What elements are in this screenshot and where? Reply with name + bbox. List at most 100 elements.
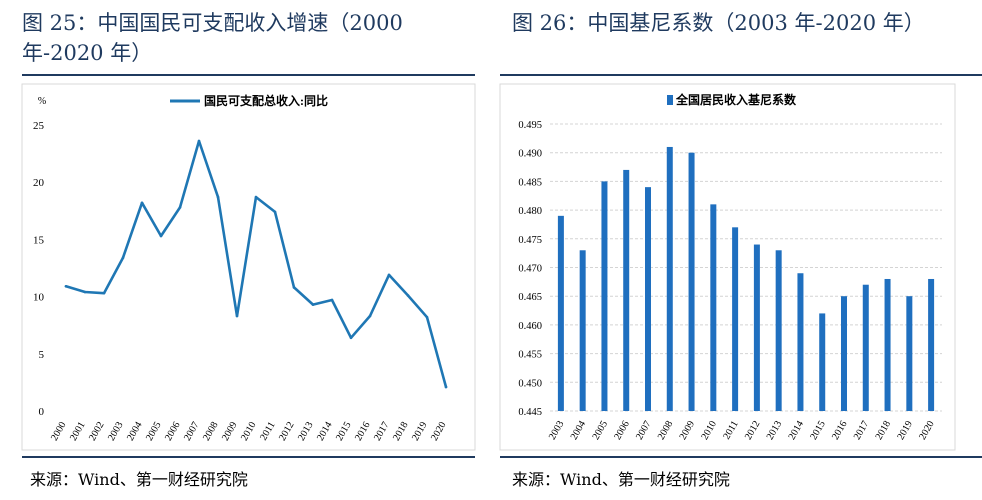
y-tick-label: 5 xyxy=(39,349,45,361)
data-point xyxy=(311,303,315,306)
chart-frame xyxy=(21,83,476,451)
data-point xyxy=(83,290,87,294)
x-tick-label: 2016 xyxy=(830,419,850,442)
data-point xyxy=(121,256,125,260)
bar xyxy=(753,244,760,411)
x-tick-label: 2009 xyxy=(220,420,240,443)
left-panel: 图 25：中国国民可支配收入增速（2000 年-2020 年） % 0 5 10 15 2… xyxy=(0,0,476,500)
data-point xyxy=(102,291,106,295)
y-tick-label: 15 xyxy=(33,234,45,246)
figure-25-title: 图 25：中国国民可支配收入增速（2000 年-2020 年） xyxy=(22,11,403,65)
x-tick-label: 2005 xyxy=(144,420,164,443)
bar xyxy=(928,278,935,411)
y-tick-label: 0.475 xyxy=(518,235,542,246)
x-tick-label: 2018 xyxy=(874,419,894,442)
data-point xyxy=(349,336,353,340)
x-tick-label: 2020 xyxy=(429,420,449,443)
bar xyxy=(710,204,717,411)
y-tick-label: 0.470 xyxy=(518,264,542,275)
bar xyxy=(884,278,891,411)
x-tick-label: 2003 xyxy=(547,419,567,442)
y-tick-label: 0.450 xyxy=(518,378,542,389)
data-point xyxy=(197,139,201,143)
bar xyxy=(645,187,651,411)
x-tick-label: 2017 xyxy=(852,419,872,442)
figure-26-title: 图 26：中国基尼系数（2003 年-2020 年） xyxy=(512,11,925,35)
legend-swatch xyxy=(667,95,673,105)
figure-25-source: 来源：Wind、第一财经研究院 xyxy=(30,470,248,489)
data-point xyxy=(159,234,163,238)
x-tick-label: 2006 xyxy=(163,420,183,443)
series-line xyxy=(64,139,448,389)
x-tick-label: 2006 xyxy=(612,419,632,442)
bar xyxy=(797,273,804,411)
x-tick-label: 2017 xyxy=(372,420,392,443)
x-tick-label: 2014 xyxy=(315,420,335,443)
x-tick-label: 2004 xyxy=(125,420,145,443)
x-tick-label: 2015 xyxy=(334,420,354,443)
y-tick-label: 0.445 xyxy=(518,407,542,418)
x-tick-label: 2019 xyxy=(895,419,915,442)
x-tick-label: 2011 xyxy=(721,419,740,442)
bottom-divider xyxy=(500,456,982,458)
x-tick-label: 2010 xyxy=(699,419,719,442)
y-tick-label: 20 xyxy=(33,177,45,189)
bar xyxy=(819,313,826,411)
right-panel: 图 26：中国基尼系数（2003 年-2020 年） 0.445 0.450 0.4… xyxy=(499,0,982,500)
x-tick-label: 2008 xyxy=(656,419,676,442)
title-divider xyxy=(22,74,475,76)
bar xyxy=(623,169,630,411)
x-tick-label: 2019 xyxy=(410,420,430,443)
x-tick-label: 2011 xyxy=(258,420,277,443)
y-tick-label: 0.490 xyxy=(518,149,542,160)
bar xyxy=(688,152,695,411)
x-tick-label: 2013 xyxy=(296,420,316,443)
y-tick-label: 0.495 xyxy=(518,120,542,131)
x-tick-label: 2003 xyxy=(106,420,126,443)
bar xyxy=(841,296,847,411)
y-unit-label: % xyxy=(38,96,46,107)
x-tick-label: 2014 xyxy=(787,419,807,442)
chart-frame xyxy=(499,83,956,451)
data-point xyxy=(140,201,144,205)
y-tick-label: 25 xyxy=(33,120,45,132)
y-tick-label: 0.480 xyxy=(518,206,542,217)
x-tick-label: 2012 xyxy=(277,420,297,443)
x-tick-label: 2001 xyxy=(68,420,88,443)
x-tick-label: 2009 xyxy=(678,419,698,442)
data-point xyxy=(368,314,372,318)
data-point xyxy=(330,298,334,302)
gini-coefficient-bar-chart: 0.445 0.450 0.455 0.460 0.465 0.470 0.475 0.480… xyxy=(499,83,956,451)
x-tick-label: 2015 xyxy=(808,419,828,442)
data-point xyxy=(425,315,429,319)
data-point xyxy=(178,206,182,209)
x-tick-label: 2004 xyxy=(569,419,589,442)
y-tick-label: 0.485 xyxy=(518,177,542,188)
data-point xyxy=(216,195,220,199)
bar xyxy=(601,181,608,411)
x-tick-label: 2010 xyxy=(239,420,259,443)
bar xyxy=(775,250,782,411)
y-tick-label: 0.465 xyxy=(518,292,542,303)
bottom-divider xyxy=(22,456,475,458)
x-tick-label: 2020 xyxy=(917,419,937,442)
y-tick-label: 0.460 xyxy=(518,321,542,332)
data-point xyxy=(273,210,277,214)
data-point xyxy=(406,294,410,297)
bar xyxy=(862,284,869,411)
figure-26-source: 来源：Wind、第一财经研究院 xyxy=(512,470,730,489)
data-point xyxy=(235,314,239,318)
bar xyxy=(557,215,564,411)
bar xyxy=(906,296,913,411)
data-point xyxy=(444,385,448,389)
data-point xyxy=(254,195,258,199)
x-tick-label: 2002 xyxy=(87,420,107,443)
bar xyxy=(666,146,673,411)
x-tick-label: 2005 xyxy=(591,419,611,442)
x-tick-label: 2000 xyxy=(49,420,69,443)
title-divider xyxy=(500,74,982,76)
x-tick-label: 2012 xyxy=(743,419,763,442)
bar xyxy=(579,250,586,411)
data-point xyxy=(387,273,391,277)
